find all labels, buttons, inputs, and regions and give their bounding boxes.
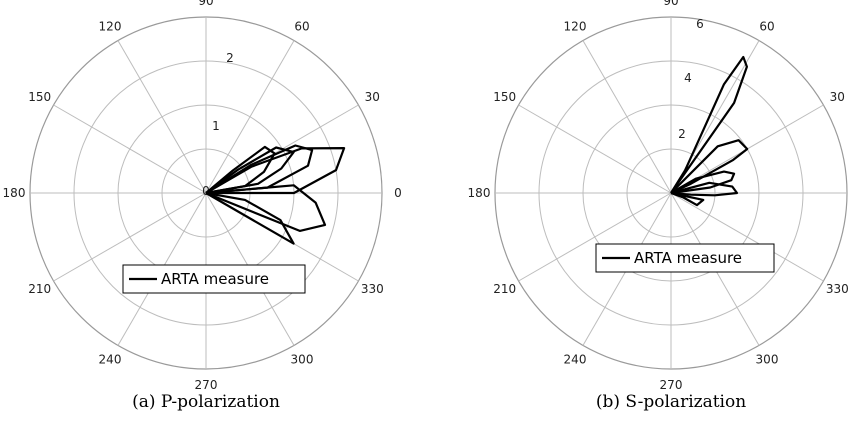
series-line bbox=[670, 139, 749, 194]
grid-spoke bbox=[582, 40, 672, 194]
grid-spoke bbox=[53, 104, 207, 194]
theta-tick-label: 210 bbox=[28, 282, 51, 296]
r-tick-label: 4 bbox=[684, 71, 692, 85]
theta-tick-label: 120 bbox=[564, 20, 587, 34]
theta-tick-label: 120 bbox=[99, 20, 122, 34]
theta-tick-label: 180 bbox=[468, 186, 491, 200]
theta-tick-label: 60 bbox=[759, 20, 774, 34]
grid-spoke bbox=[205, 40, 295, 194]
theta-tick-label: 150 bbox=[28, 90, 51, 104]
series-line bbox=[670, 181, 739, 197]
grid-spoke bbox=[117, 40, 207, 194]
theta-tick-label: 300 bbox=[756, 352, 779, 366]
theta-tick-label: 0 bbox=[394, 186, 402, 200]
series-line bbox=[670, 55, 749, 194]
theta-tick-label: 270 bbox=[195, 378, 218, 392]
theta-tick-label: 240 bbox=[99, 352, 122, 366]
series-line bbox=[205, 191, 295, 245]
grid-spoke bbox=[53, 192, 207, 282]
theta-tick-label: 210 bbox=[493, 282, 516, 296]
theta-tick-label: 240 bbox=[564, 352, 587, 366]
theta-tick-label: 60 bbox=[294, 20, 309, 34]
r-tick-label: 1 bbox=[212, 119, 220, 133]
polar-chart-s-polarization: 0306090120150180210240270300330246ARTA m… bbox=[468, 0, 849, 412]
series-line bbox=[205, 147, 346, 195]
r-tick-label: 0 bbox=[202, 184, 210, 198]
theta-tick-label: 180 bbox=[3, 186, 26, 200]
theta-tick-label: 270 bbox=[660, 378, 683, 392]
grid-spoke bbox=[670, 192, 824, 282]
theta-tick-label: 330 bbox=[826, 282, 849, 296]
polar-chart-p-polarization: 0 30 60 90 120 150 180 210 240 270 300 330 0 1 2 ARTA m… bbox=[3, 0, 402, 412]
r-tick-label: 2 bbox=[226, 51, 234, 65]
figure-caption: (a) P-polarization bbox=[132, 392, 280, 412]
legend-label: ARTA measure bbox=[161, 270, 269, 288]
theta-tick-label: 90 bbox=[663, 0, 678, 8]
theta-tick-label: 30 bbox=[830, 90, 845, 104]
figure-caption: (b) S-polarization bbox=[596, 392, 746, 412]
theta-tick-label: 150 bbox=[493, 90, 516, 104]
grid-spoke bbox=[518, 104, 672, 194]
grid-spoke bbox=[518, 192, 672, 282]
r-tick-label: 6 bbox=[696, 17, 704, 31]
theta-tick-label: 30 bbox=[365, 90, 380, 104]
theta-tick-label: 90 bbox=[198, 0, 213, 8]
series-line bbox=[670, 170, 736, 195]
legend-label: ARTA measure bbox=[634, 249, 742, 267]
series-line bbox=[670, 191, 705, 207]
theta-tick-label: 330 bbox=[361, 282, 384, 296]
r-tick-label: 2 bbox=[678, 127, 686, 141]
theta-tick-label: 300 bbox=[291, 352, 314, 366]
legend-box bbox=[122, 264, 306, 294]
